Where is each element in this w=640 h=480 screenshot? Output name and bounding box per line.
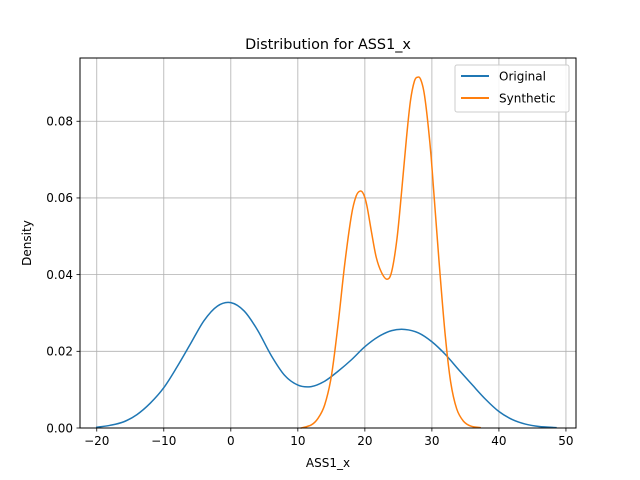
y-tick-label: 0.02 (46, 345, 73, 359)
x-axis-label: ASS1_x (306, 456, 350, 470)
legend-label-original: Original (499, 70, 546, 84)
y-tick-label: 0.04 (46, 268, 73, 282)
y-axis-ticks: 0.00 0.02 0.04 0.06 0.08 (46, 115, 80, 435)
chart-title: Distribution for ASS1_x (245, 37, 411, 53)
x-axis-ticks: −20 −10 0 10 20 30 40 50 (84, 428, 574, 448)
x-tick-label: 0 (227, 434, 235, 448)
legend: Original Synthetic (454, 64, 570, 113)
series-line-original (95, 301, 557, 429)
plot-frame (79, 57, 577, 429)
x-tick-label: 10 (290, 434, 305, 448)
x-tick-label: 30 (424, 434, 439, 448)
x-tick-label: −10 (151, 434, 176, 448)
series-line-synthetic (300, 76, 482, 429)
x-tick-label: −20 (84, 434, 109, 448)
x-tick-label: 20 (357, 434, 372, 448)
y-axis-label: Density (20, 220, 34, 266)
y-tick-label: 0.00 (46, 421, 73, 435)
y-tick-label: 0.08 (46, 115, 73, 129)
x-tick-label: 50 (558, 434, 573, 448)
y-tick-label: 0.06 (46, 191, 73, 205)
x-tick-label: 40 (491, 434, 506, 448)
series-lines (95, 76, 557, 429)
legend-label-synthetic: Synthetic (499, 92, 556, 106)
